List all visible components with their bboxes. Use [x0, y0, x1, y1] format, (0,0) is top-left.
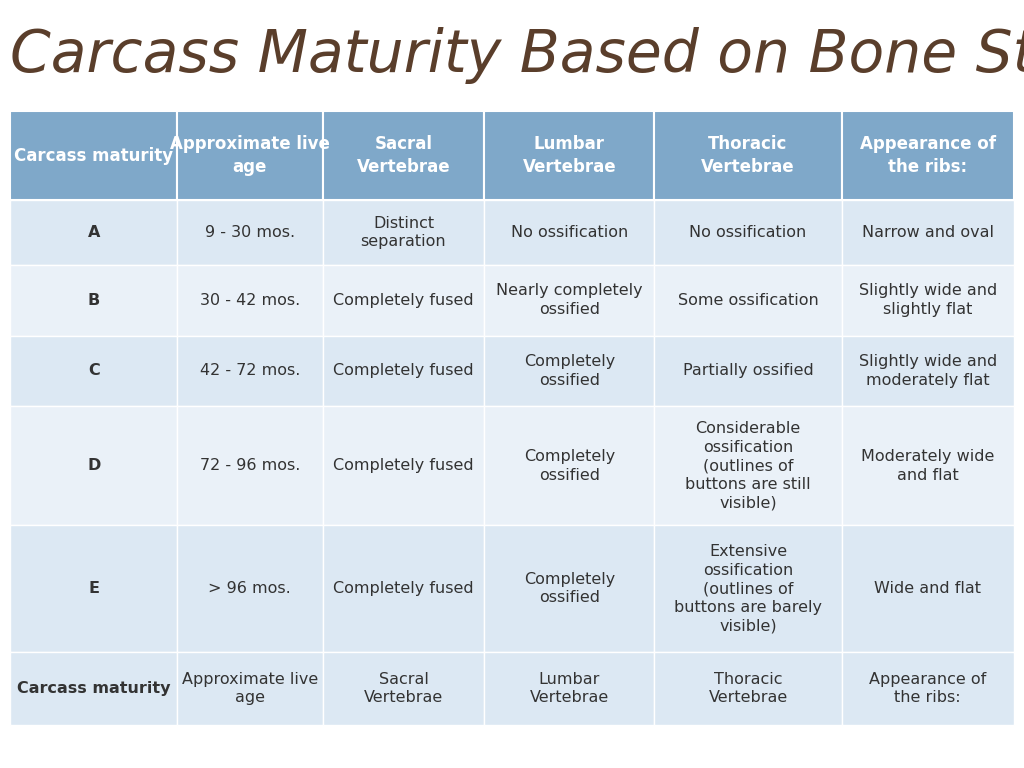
Bar [654, 111, 842, 200]
Bar [654, 525, 842, 652]
Text: A: A [87, 225, 100, 240]
Bar [842, 652, 1014, 725]
Text: No ossification: No ossification [689, 225, 807, 240]
Text: 30 - 42 mos.: 30 - 42 mos. [200, 293, 300, 308]
Text: Approximate live
age: Approximate live age [170, 135, 330, 176]
Text: C: C [88, 363, 99, 379]
Bar [177, 406, 323, 525]
Bar [654, 200, 842, 265]
Text: Narrow and oval: Narrow and oval [862, 225, 993, 240]
Text: Carcass maturity: Carcass maturity [14, 147, 173, 164]
Text: Appearance of
the ribs:: Appearance of the ribs: [869, 672, 986, 705]
Text: > 96 mos.: > 96 mos. [209, 581, 291, 596]
Text: Completely fused: Completely fused [333, 581, 474, 596]
Bar [484, 406, 654, 525]
Bar [323, 336, 484, 406]
Bar [654, 652, 842, 725]
Bar [177, 652, 323, 725]
Bar [10, 652, 177, 725]
Bar [323, 265, 484, 336]
Text: Thoracic
Vertebrae: Thoracic Vertebrae [701, 135, 795, 176]
Bar [484, 336, 654, 406]
Text: Distinct
separation: Distinct separation [360, 216, 446, 249]
Text: Sacral
Vertebrae: Sacral Vertebrae [364, 672, 443, 705]
Text: Slightly wide and
slightly flat: Slightly wide and slightly flat [858, 283, 997, 317]
Bar [177, 265, 323, 336]
Bar [177, 111, 323, 200]
Bar [177, 525, 323, 652]
Text: Carcass Maturity Based on Bone Structure: Carcass Maturity Based on Bone Structure [10, 27, 1024, 84]
Text: Completely
ossified: Completely ossified [523, 354, 615, 388]
Bar [842, 336, 1014, 406]
Text: Partially ossified: Partially ossified [683, 363, 813, 379]
Text: E: E [88, 581, 99, 596]
Text: Moderately wide
and flat: Moderately wide and flat [861, 449, 994, 482]
Bar [842, 200, 1014, 265]
Text: Completely
ossified: Completely ossified [523, 449, 615, 482]
Bar [842, 525, 1014, 652]
Bar [10, 525, 177, 652]
Bar [484, 652, 654, 725]
Bar [10, 336, 177, 406]
Bar [323, 406, 484, 525]
Text: Completely
ossified: Completely ossified [523, 572, 615, 605]
Text: 42 - 72 mos.: 42 - 72 mos. [200, 363, 300, 379]
Text: Extensive
ossification
(outlines of
buttons are barely
visible): Extensive ossification (outlines of butt… [674, 544, 822, 634]
Text: Nearly completely
ossified: Nearly completely ossified [496, 283, 643, 317]
Text: Lumbar
Vertebrae: Lumbar Vertebrae [522, 135, 616, 176]
Bar [484, 111, 654, 200]
Text: Slightly wide and
moderately flat: Slightly wide and moderately flat [858, 354, 997, 388]
Text: No ossification: No ossification [511, 225, 628, 240]
Text: Completely fused: Completely fused [333, 293, 474, 308]
Text: 9 - 30 mos.: 9 - 30 mos. [205, 225, 295, 240]
Bar [654, 265, 842, 336]
Text: Approximate live
age: Approximate live age [181, 672, 318, 705]
Text: Completely fused: Completely fused [333, 363, 474, 379]
Text: Completely fused: Completely fused [333, 458, 474, 473]
Bar [177, 336, 323, 406]
Text: Lumbar
Vertebrae: Lumbar Vertebrae [529, 672, 609, 705]
Bar [323, 200, 484, 265]
Text: Wide and flat: Wide and flat [874, 581, 981, 596]
Bar [842, 406, 1014, 525]
Text: Carcass maturity: Carcass maturity [17, 681, 170, 696]
Bar [484, 525, 654, 652]
Bar [177, 200, 323, 265]
Bar [10, 200, 177, 265]
Bar [842, 265, 1014, 336]
Bar [323, 525, 484, 652]
Text: Thoracic
Vertebrae: Thoracic Vertebrae [709, 672, 787, 705]
Bar [842, 111, 1014, 200]
Text: B: B [88, 293, 99, 308]
Bar [323, 652, 484, 725]
Text: D: D [87, 458, 100, 473]
Bar [484, 200, 654, 265]
Bar [323, 111, 484, 200]
Bar [484, 265, 654, 336]
Bar [10, 265, 177, 336]
Bar [10, 111, 177, 200]
Text: 72 - 96 mos.: 72 - 96 mos. [200, 458, 300, 473]
Bar [654, 336, 842, 406]
Text: Sacral
Vertebrae: Sacral Vertebrae [356, 135, 451, 176]
Bar [10, 406, 177, 525]
Bar [654, 406, 842, 525]
Text: Considerable
ossification
(outlines of
buttons are still
visible): Considerable ossification (outlines of b… [685, 421, 811, 511]
Text: Some ossification: Some ossification [678, 293, 818, 308]
Text: Appearance of
the ribs:: Appearance of the ribs: [860, 135, 995, 176]
